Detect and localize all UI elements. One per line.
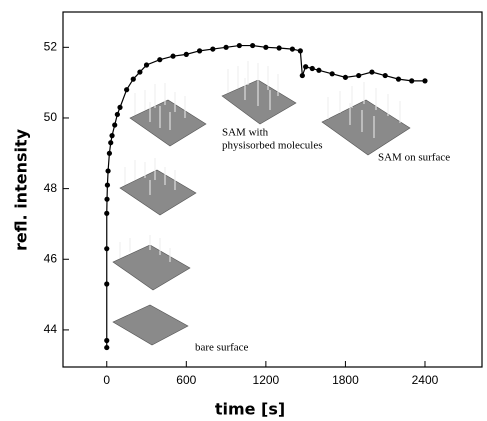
inset-spikes	[124, 158, 176, 195]
data-point	[124, 87, 130, 93]
data-point	[223, 44, 229, 50]
data-point	[250, 42, 256, 49]
data-point	[108, 140, 114, 146]
data-point	[356, 72, 362, 79]
data-point	[342, 74, 349, 80]
x-axis-label: time [s]	[215, 400, 285, 419]
surface-inset	[119, 169, 197, 216]
annotation: physisorbed molecules	[222, 140, 323, 152]
y-axis-label: refl. intensity	[12, 128, 31, 251]
x-tick-label: 600	[176, 373, 196, 387]
data-point	[297, 48, 303, 54]
inset-spikes	[134, 83, 186, 130]
data-point	[104, 196, 110, 202]
data-point	[112, 122, 118, 128]
data-point	[137, 69, 143, 75]
surface-inset	[221, 79, 297, 125]
annotation: SAM on surface	[378, 152, 450, 164]
data-point	[170, 53, 176, 59]
data-point	[395, 76, 402, 82]
y-tick-label: 44	[44, 322, 58, 336]
data-point	[236, 42, 242, 49]
data-point	[303, 64, 309, 70]
surface-inset	[112, 304, 189, 346]
data-point	[196, 48, 203, 54]
data-point	[105, 168, 111, 174]
data-point	[130, 76, 136, 82]
y-tick-label: 50	[44, 110, 58, 124]
y-tick-label: 48	[44, 181, 58, 195]
y-tick-label: 46	[44, 251, 58, 265]
data-point	[299, 72, 305, 79]
data-point	[422, 78, 428, 84]
data-point	[104, 281, 110, 287]
surface-inset	[129, 99, 207, 147]
inset-spikes	[119, 235, 171, 262]
data-point	[329, 71, 335, 77]
data-point	[210, 46, 216, 52]
x-tick-label: 2400	[412, 373, 439, 387]
x-tick-label: 1800	[332, 373, 359, 387]
data-point	[369, 69, 375, 75]
data-point	[104, 182, 111, 188]
inset-spikes	[227, 61, 279, 110]
data-point	[143, 62, 150, 68]
data-point	[309, 65, 315, 72]
data-point	[183, 51, 189, 57]
x-tick-label: 0	[103, 373, 110, 387]
annotation: bare surface	[195, 342, 249, 354]
data-point	[289, 46, 295, 52]
surface-inset	[321, 99, 411, 156]
data-point	[109, 133, 115, 139]
data-point	[104, 246, 110, 252]
data-point	[114, 111, 120, 118]
data-point	[316, 67, 322, 73]
annotation: SAM with	[222, 127, 269, 139]
y-tick-label: 52	[44, 39, 58, 53]
data-point	[104, 210, 110, 216]
data-point	[117, 104, 123, 110]
surface-insets	[112, 61, 411, 346]
surface-inset	[112, 244, 191, 291]
data-point	[104, 344, 110, 351]
plot-frame	[62, 11, 483, 368]
data-point	[382, 72, 388, 79]
data-point	[409, 78, 415, 84]
data-point	[276, 45, 282, 51]
data-point	[263, 44, 269, 50]
inset-spikes	[327, 82, 401, 138]
data-point	[157, 57, 163, 63]
data-point	[106, 150, 113, 156]
x-tick-label: 1200	[253, 373, 280, 387]
data-point	[104, 337, 110, 344]
